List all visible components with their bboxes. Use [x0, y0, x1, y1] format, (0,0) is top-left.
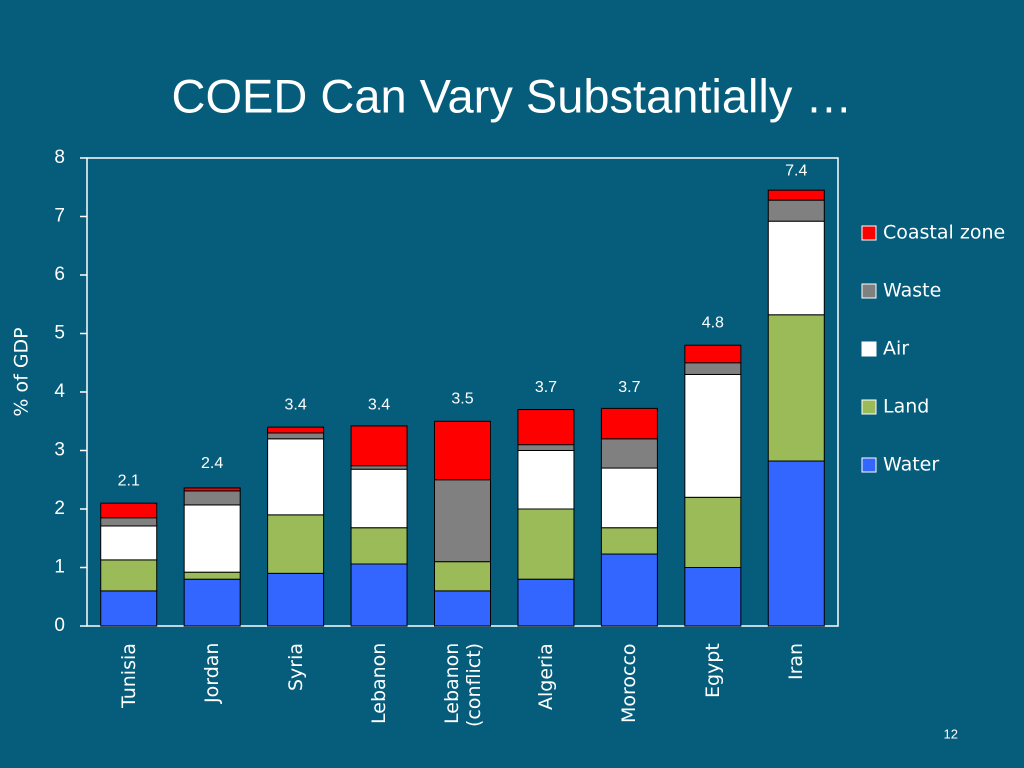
bar-segment	[517, 450, 575, 510]
bar-segment	[434, 420, 491, 481]
bar-segment	[183, 487, 241, 492]
bar-segment	[100, 590, 158, 627]
bar-segment	[600, 467, 658, 529]
total-label: 3.7	[535, 379, 557, 396]
legend-swatch	[861, 283, 877, 299]
bar-segment	[267, 572, 325, 627]
bar-segment	[100, 559, 158, 592]
bar-segment	[350, 527, 408, 565]
bar-segment	[183, 578, 241, 627]
bar-segment	[600, 527, 658, 555]
total-label: 2.4	[201, 455, 223, 472]
bar-segment	[183, 571, 241, 580]
total-label: 3.7	[618, 379, 640, 396]
legend-swatch	[861, 225, 877, 241]
x-tick-label: Jordan	[201, 643, 224, 704]
bar-segment	[100, 525, 158, 561]
bar-segment	[183, 490, 241, 506]
x-tick-label: Lebanon (conflict)	[440, 643, 485, 728]
x-tick-label: Morocco	[618, 643, 641, 723]
bar-segment	[434, 479, 491, 563]
y-axis-label: % of GDP	[11, 327, 33, 416]
bar-segment	[100, 502, 158, 519]
bar-segment	[600, 407, 658, 440]
bar-segment	[183, 504, 241, 573]
bar-segment	[684, 567, 742, 627]
bar-segment	[767, 460, 825, 627]
x-tick-label: Algeria	[534, 643, 557, 710]
x-tick-label: Lebanon	[368, 643, 391, 725]
x-tick-label: Syria	[284, 643, 307, 692]
bar-segment	[684, 496, 742, 568]
bar-segment	[434, 561, 491, 592]
bar-segment	[600, 438, 658, 469]
legend-label: Land	[883, 396, 929, 418]
bar-segment	[517, 444, 575, 451]
bar-segment	[684, 362, 742, 375]
page-number: 12	[944, 726, 958, 741]
bar-segment	[517, 578, 575, 627]
x-tick-label: Egypt	[701, 643, 724, 698]
bar-segment	[600, 553, 658, 627]
y-tick-label: 8	[54, 147, 65, 168]
bar-segment	[767, 199, 825, 222]
y-tick-label: 2	[54, 498, 65, 519]
legend-label: Water	[883, 454, 939, 476]
bar-segment	[517, 508, 575, 580]
y-tick-label: 7	[54, 206, 65, 227]
bar-segment	[267, 426, 325, 434]
bar-segment	[350, 468, 408, 529]
y-tick-label: 4	[54, 381, 65, 402]
bar-segment	[767, 189, 825, 201]
total-label: 4.8	[702, 314, 724, 331]
total-label: 7.4	[785, 162, 807, 179]
bar-segment	[267, 438, 325, 516]
bar-segment	[684, 373, 742, 498]
bar-segment	[517, 409, 575, 446]
x-tick-label: Tunisia	[117, 643, 140, 708]
y-tick-label: 5	[54, 323, 65, 344]
total-label: 3.4	[284, 396, 306, 413]
legend-label: Coastal zone	[883, 222, 1005, 244]
bar-segment	[350, 563, 408, 627]
bar-segment	[100, 517, 158, 527]
bar-segment	[767, 314, 825, 462]
bar-segment	[267, 432, 325, 440]
legend-swatch	[861, 457, 877, 473]
y-tick-label: 6	[54, 264, 65, 285]
legend-label: Air	[883, 338, 909, 360]
total-label: 2.1	[118, 472, 140, 489]
bar-segment	[767, 220, 825, 316]
total-label: 3.5	[451, 390, 473, 407]
bar-segment	[350, 425, 408, 467]
y-tick-label: 1	[54, 557, 65, 578]
chart-title: COED Can Vary Substantially …	[172, 69, 853, 122]
bar-segment	[267, 514, 325, 574]
legend-label: Waste	[883, 280, 941, 302]
x-tick-label: Iran	[785, 643, 808, 681]
legend-swatch	[861, 341, 877, 357]
bar-segment	[434, 590, 491, 627]
y-tick-label: 3	[54, 440, 65, 461]
bar-segment	[350, 465, 408, 470]
legend-swatch	[861, 399, 877, 415]
bar-segment	[684, 344, 742, 364]
total-label: 3.4	[368, 396, 390, 413]
y-tick-label: 0	[54, 615, 65, 636]
